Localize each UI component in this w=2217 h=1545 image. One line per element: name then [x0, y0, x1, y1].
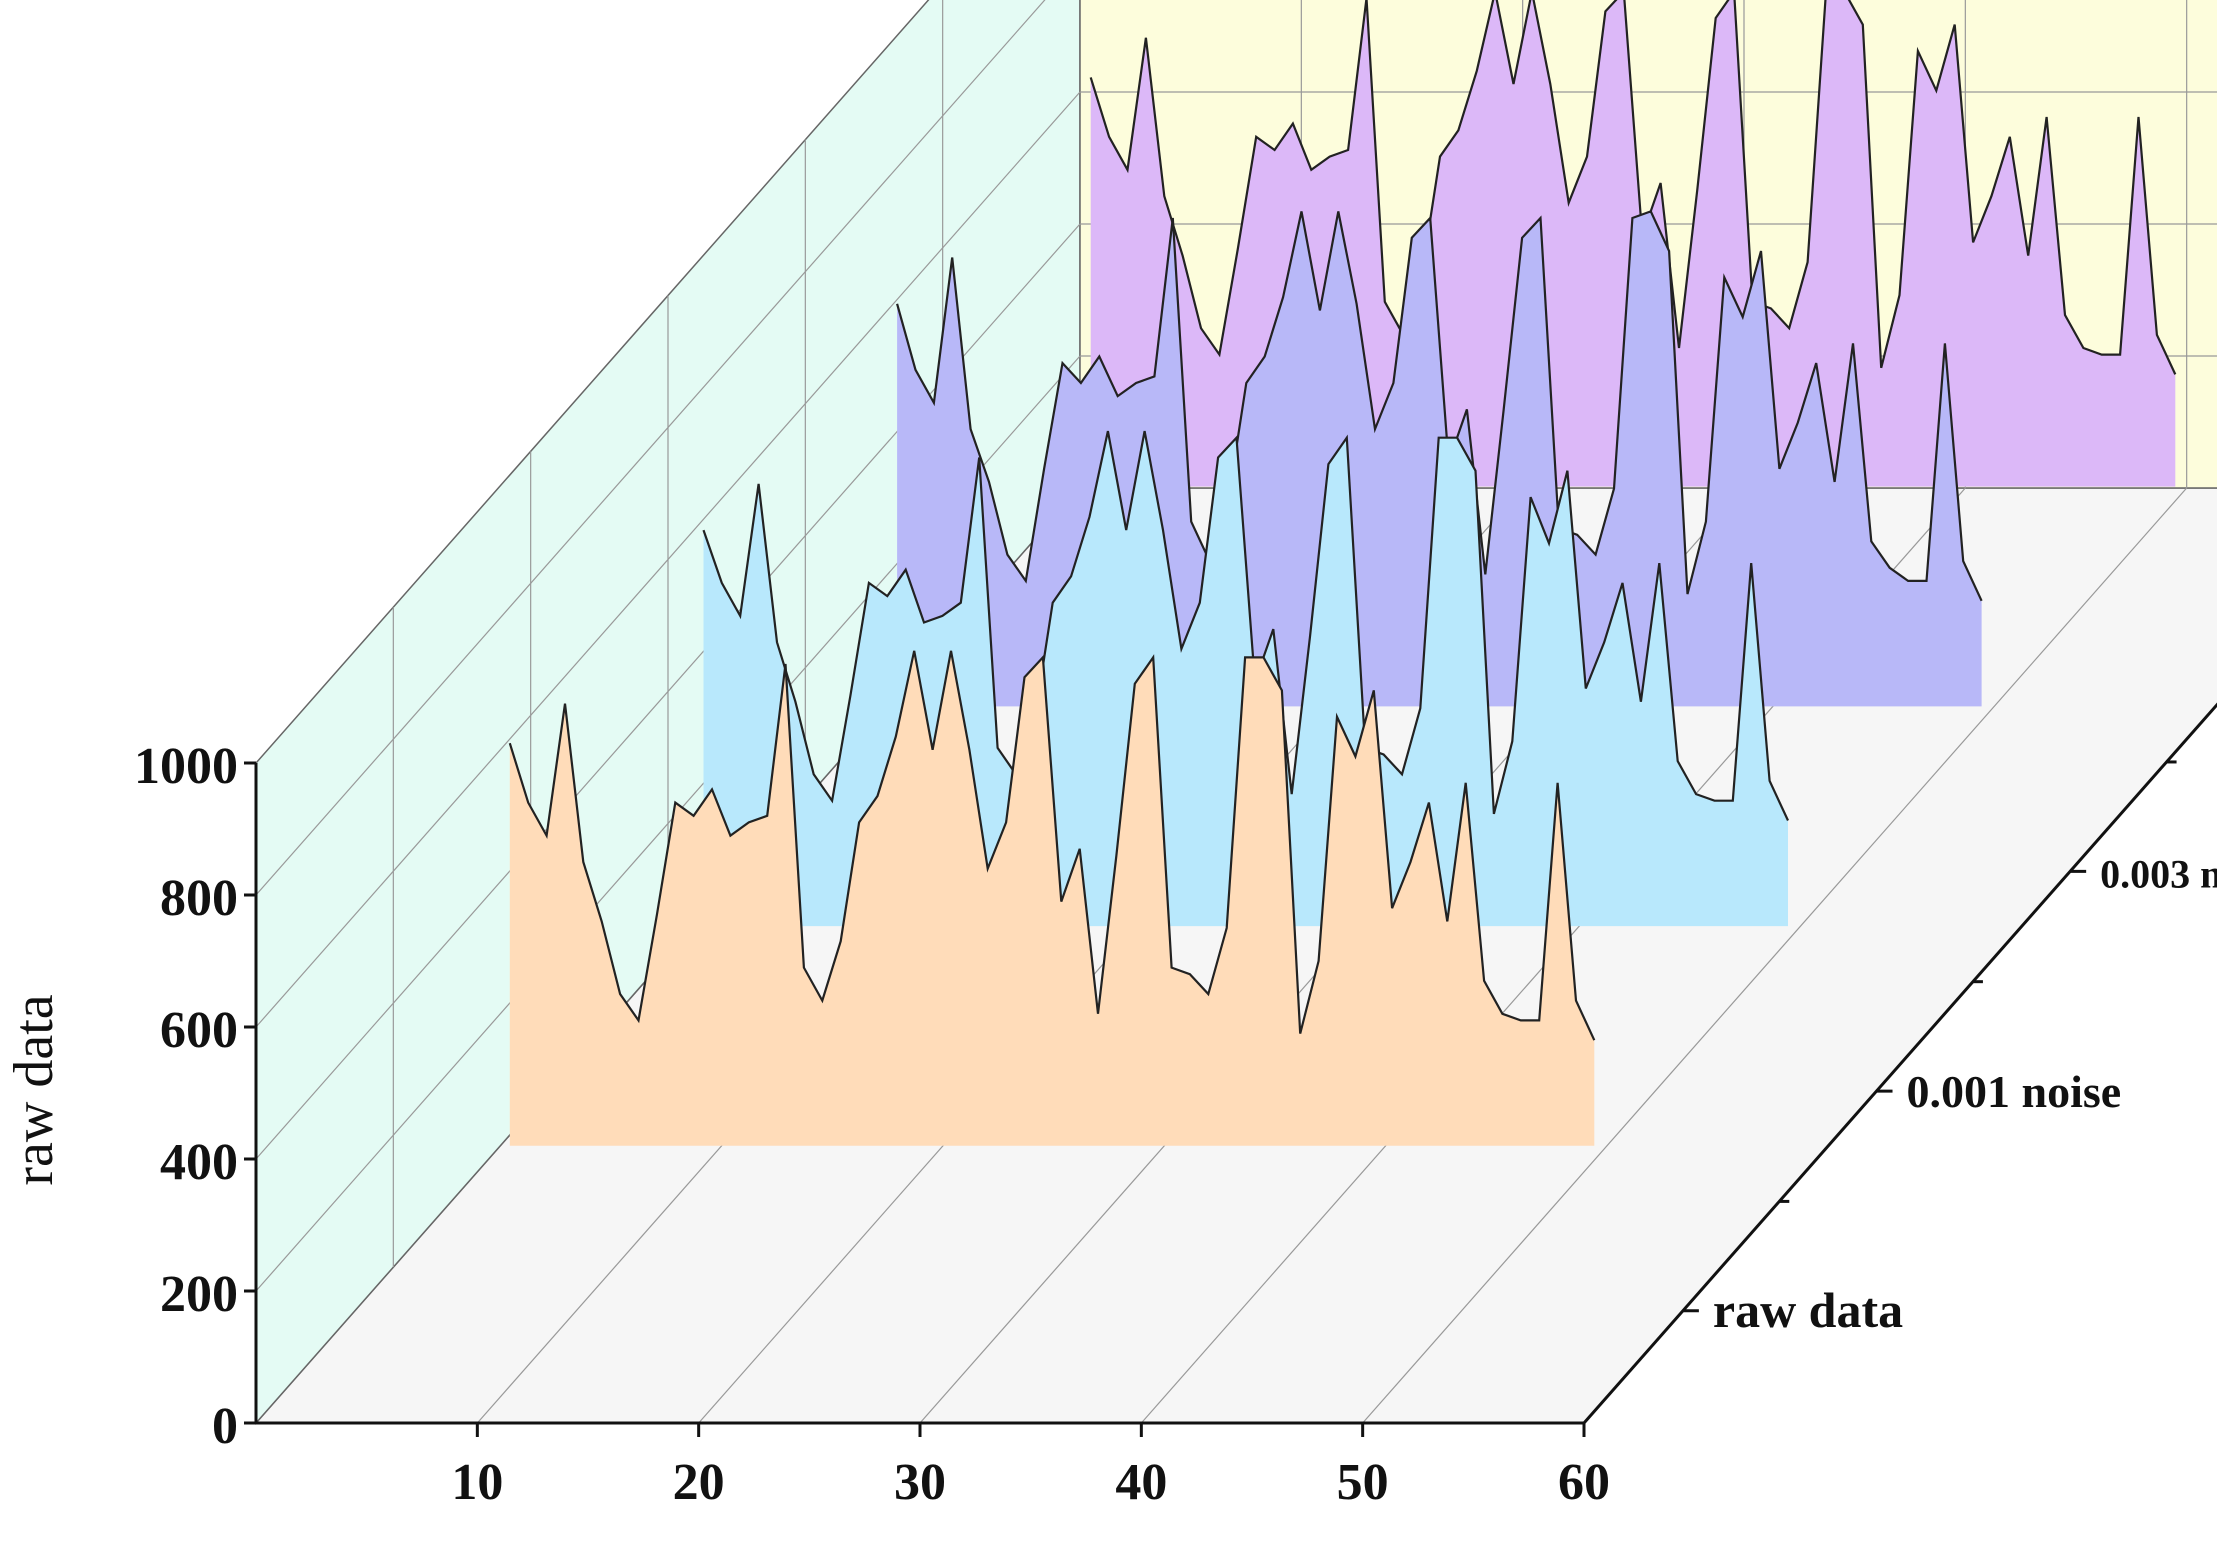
z-tick-label: 0.001 noise: [1907, 1066, 2122, 1117]
series-area: [509, 650, 1595, 1146]
y-axis-title: raw data: [3, 994, 65, 1185]
series-layer: [508, 0, 2177, 1146]
z-axis-line: [1582, 702, 2217, 1424]
series-line: [896, 210, 1983, 602]
series-line: [702, 430, 1789, 821]
x-tick-label: 40: [1115, 1454, 1167, 1511]
x-tick-label: 10: [451, 1454, 503, 1511]
x-tick-label: 30: [894, 1454, 946, 1511]
y-tick-label: 0: [212, 1398, 238, 1455]
series-line: [508, 650, 1596, 1041]
series-line: [1089, 0, 2177, 375]
z-tick-label: raw data: [1713, 1282, 1903, 1338]
y-tick-label: 1000: [134, 738, 238, 795]
x-tick-label: 20: [673, 1454, 725, 1511]
y-tick-label: 200: [160, 1266, 238, 1323]
series-raw-data: [508, 650, 1596, 1146]
x-tick-label: 60: [1558, 1454, 1610, 1511]
floor-gridline: [1362, 487, 2188, 1424]
y-tick-label: 800: [160, 870, 238, 927]
x-tick-label: 50: [1337, 1454, 1389, 1511]
y-tick-label: 600: [160, 1002, 238, 1059]
y-tick-label: 400: [160, 1134, 238, 1191]
z-tick-label: 0.003 noise: [2100, 851, 2217, 896]
axes-layer: 0 200 400 600 800 1000 10 20 30 40 50 60 raw data 0.0…: [134, 702, 2217, 1511]
